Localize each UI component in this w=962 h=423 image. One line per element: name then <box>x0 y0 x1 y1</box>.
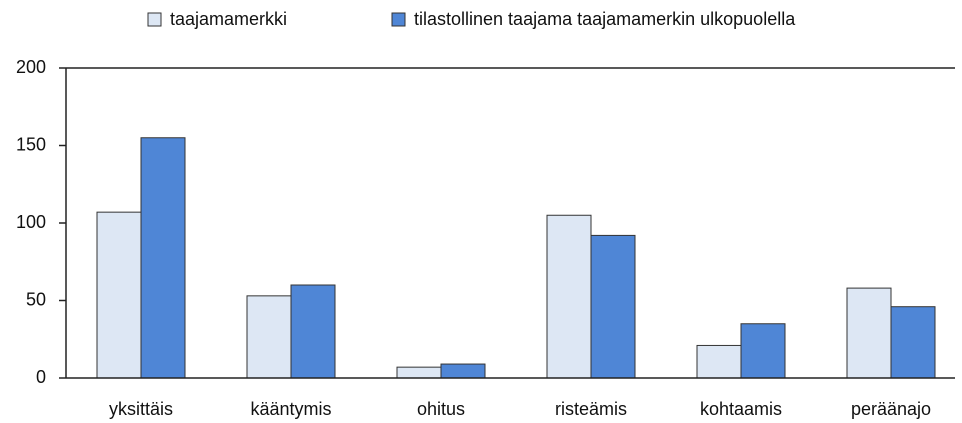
bar <box>140 137 186 379</box>
y-tick-label: 150 <box>16 134 46 154</box>
y-tick-label: 100 <box>16 212 46 232</box>
legend-swatch <box>391 12 406 27</box>
x-tick-label: risteämis <box>555 399 627 419</box>
bar <box>846 287 892 379</box>
y-tick-label: 200 <box>16 57 46 77</box>
bar <box>396 366 442 379</box>
x-tick-label: kohtaamis <box>700 399 782 419</box>
bar <box>740 323 786 379</box>
bar <box>96 211 142 379</box>
bar <box>440 363 486 379</box>
bar <box>246 295 292 379</box>
x-tick-label: peräänajo <box>851 399 931 419</box>
legend-label: tilastollinen taajama taajamamerkin ulko… <box>414 9 796 29</box>
legend-swatch <box>147 12 162 27</box>
x-tick-label: ohitus <box>417 399 465 419</box>
y-tick-label: 50 <box>26 289 46 309</box>
legend-label: taajamamerkki <box>170 9 287 29</box>
y-tick-label: 0 <box>36 367 46 387</box>
bar <box>546 214 592 379</box>
x-tick-label: yksittäis <box>109 399 173 419</box>
x-tick-label: kääntymis <box>250 399 331 419</box>
bar <box>590 234 636 379</box>
bar <box>696 344 742 379</box>
bar <box>290 284 336 379</box>
bar <box>890 306 936 379</box>
